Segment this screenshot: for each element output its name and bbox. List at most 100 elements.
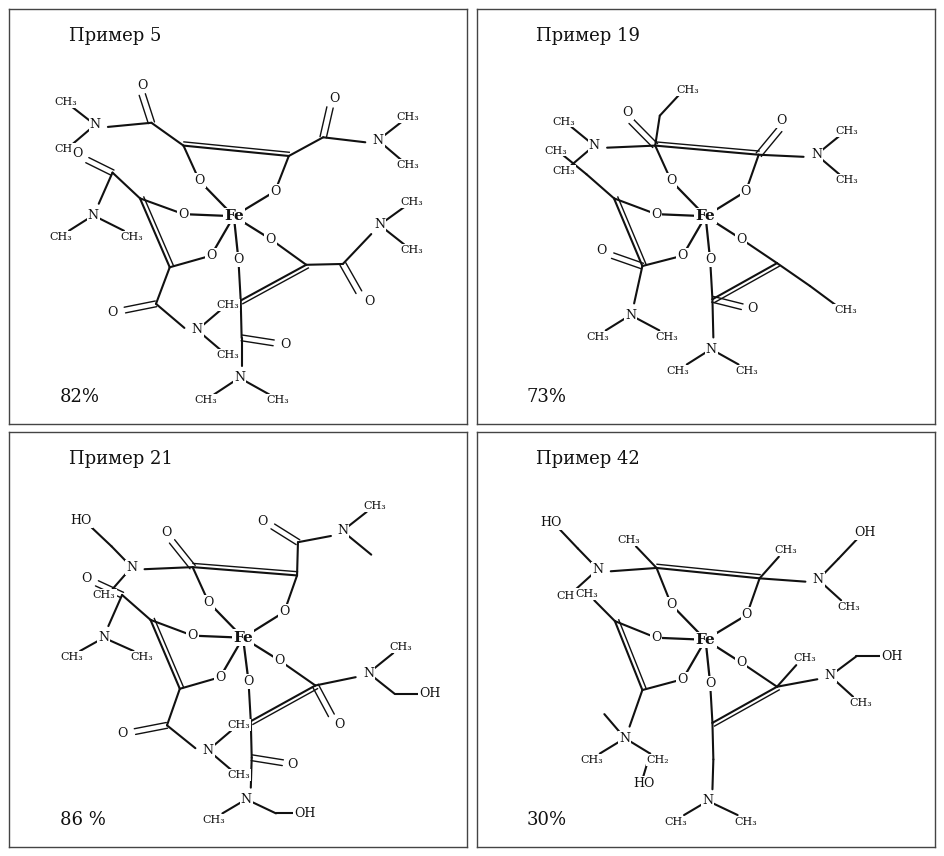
Text: Fe: Fe (224, 209, 244, 223)
Text: O: O (206, 249, 216, 262)
Text: Пример 19: Пример 19 (536, 27, 640, 45)
Text: O: O (742, 609, 752, 621)
Text: CH₃: CH₃ (850, 698, 872, 708)
Text: CH₃: CH₃ (775, 545, 798, 555)
Text: CH₃: CH₃ (266, 395, 289, 405)
Text: 30%: 30% (527, 811, 567, 829)
Text: O: O (651, 208, 662, 221)
Text: CH₃: CH₃ (552, 116, 575, 127)
Text: CH₃: CH₃ (581, 755, 603, 764)
Text: N: N (241, 793, 252, 805)
Text: CH₃: CH₃ (55, 97, 77, 107)
Text: OH: OH (854, 526, 876, 539)
Text: O: O (741, 185, 751, 198)
Text: O: O (280, 338, 291, 352)
Text: CH₃: CH₃ (194, 395, 217, 405)
Text: O: O (265, 233, 276, 246)
Text: CH₃: CH₃ (216, 300, 239, 310)
Text: CH₃: CH₃ (396, 112, 419, 122)
Text: O: O (666, 175, 677, 187)
Text: O: O (258, 515, 268, 528)
Text: O: O (178, 208, 189, 221)
Text: CH₃: CH₃ (586, 331, 609, 342)
Text: 86 %: 86 % (59, 811, 106, 829)
Text: O: O (270, 185, 280, 198)
Text: O: O (329, 92, 340, 104)
Text: O: O (188, 629, 198, 642)
Text: OH: OH (419, 687, 441, 700)
Text: N: N (363, 667, 374, 680)
Text: O: O (678, 249, 688, 262)
Text: 82%: 82% (59, 388, 100, 406)
Text: O: O (705, 677, 716, 690)
Text: CH₃: CH₃ (665, 817, 687, 827)
Text: O: O (736, 233, 747, 246)
Text: CH₃: CH₃ (834, 305, 856, 315)
Text: O: O (72, 147, 82, 160)
Text: N: N (234, 372, 244, 384)
Text: CH₃: CH₃ (55, 145, 77, 154)
Text: O: O (666, 598, 677, 611)
Text: O: O (363, 294, 374, 308)
Text: N: N (88, 209, 99, 222)
Text: O: O (244, 675, 254, 688)
Text: O: O (651, 631, 662, 645)
Text: N: N (825, 669, 835, 682)
Text: O: O (776, 114, 786, 128)
Text: CH₃: CH₃ (676, 85, 699, 95)
Text: O: O (107, 306, 117, 318)
Text: CH₃: CH₃ (656, 331, 679, 342)
Text: CH₃: CH₃ (228, 770, 250, 780)
Text: CH₃: CH₃ (363, 501, 386, 511)
Text: N: N (813, 573, 824, 586)
Text: O: O (275, 654, 285, 667)
Text: CH₃: CH₃ (617, 535, 640, 544)
Text: CH₃: CH₃ (835, 126, 858, 135)
Text: N: N (593, 562, 603, 576)
Text: Fe: Fe (233, 631, 253, 645)
Text: CH₃: CH₃ (120, 232, 143, 242)
Text: CH₃: CH₃ (60, 652, 83, 663)
Text: OH: OH (295, 807, 315, 820)
Text: CH₃: CH₃ (400, 197, 423, 206)
Text: N: N (705, 342, 716, 355)
Text: CH₃: CH₃ (666, 366, 689, 376)
Text: N: N (203, 744, 213, 757)
Text: N: N (337, 525, 348, 538)
Text: O: O (622, 106, 632, 119)
Text: CH₃: CH₃ (735, 366, 758, 376)
Text: N: N (126, 561, 137, 574)
Text: CH₃: CH₃ (203, 815, 226, 825)
Text: OH: OH (881, 650, 902, 663)
Text: N: N (374, 218, 385, 231)
Text: O: O (233, 253, 244, 266)
Text: O: O (705, 253, 716, 266)
Text: CH₃: CH₃ (400, 245, 423, 255)
Text: N: N (625, 308, 636, 322)
Text: O: O (334, 718, 345, 731)
Text: CH₃: CH₃ (835, 175, 858, 185)
Text: Пример 5: Пример 5 (69, 27, 161, 45)
Text: O: O (596, 244, 606, 257)
Text: O: O (194, 175, 205, 187)
Text: O: O (279, 605, 290, 619)
Text: N: N (619, 732, 631, 745)
Text: CH₃: CH₃ (793, 653, 816, 663)
Text: O: O (678, 673, 688, 686)
Text: N: N (90, 118, 101, 131)
Text: N: N (811, 148, 822, 161)
Text: O: O (736, 657, 747, 669)
Text: O: O (117, 727, 127, 740)
Text: HO: HO (633, 777, 655, 790)
Text: O: O (747, 302, 757, 315)
Text: CH₃: CH₃ (575, 589, 598, 599)
Text: O: O (81, 572, 92, 585)
Text: CH₃: CH₃ (552, 165, 575, 175)
Text: CH₃: CH₃ (130, 652, 153, 663)
Text: Fe: Fe (696, 633, 716, 647)
Text: Пример 42: Пример 42 (536, 450, 640, 468)
Text: CH₃: CH₃ (734, 817, 757, 827)
Text: HO: HO (71, 514, 92, 526)
Text: Fe: Fe (696, 209, 716, 223)
Text: O: O (288, 758, 298, 771)
